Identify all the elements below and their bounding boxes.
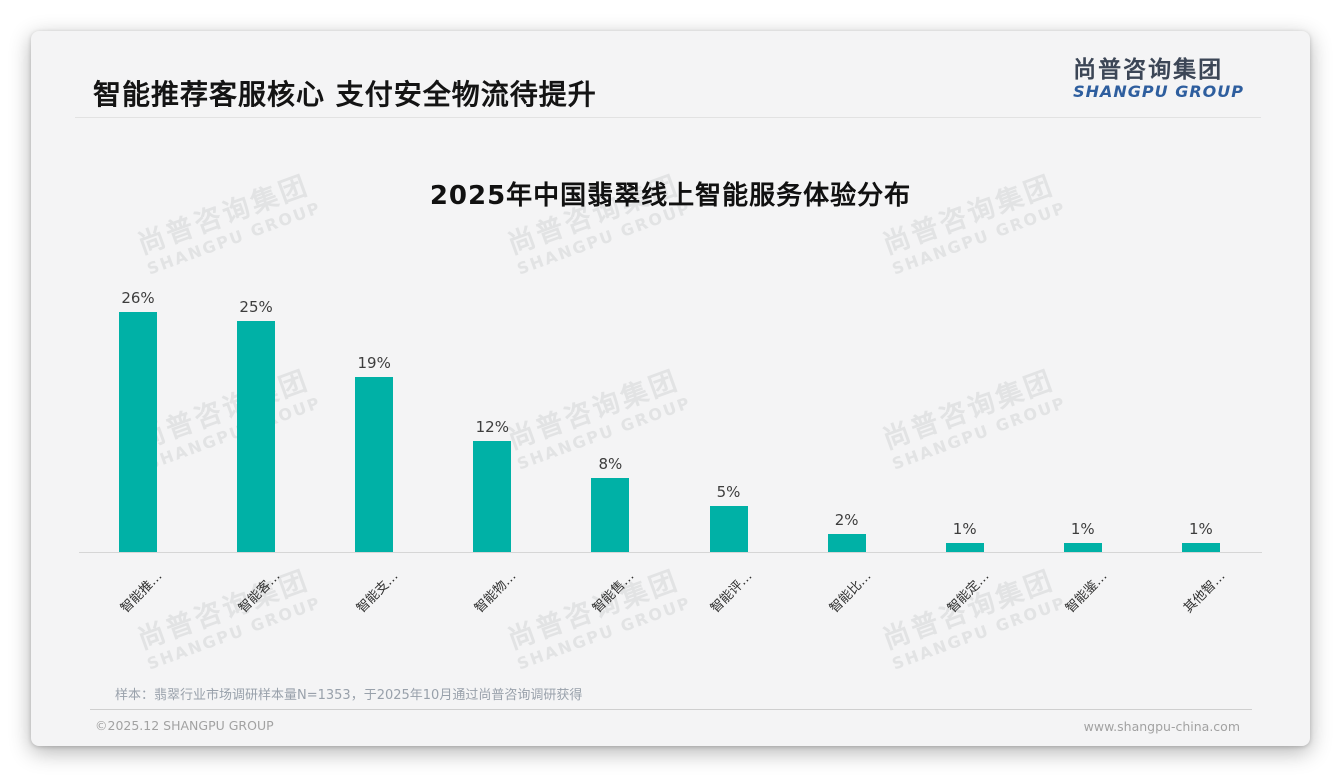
- bar-value-label: 5%: [716, 483, 741, 501]
- bar-category-label: 智能客…: [236, 568, 284, 617]
- bar-category-label: 其他智…: [1180, 568, 1229, 617]
- logo-cn-text: 尚普咨询集团: [1073, 57, 1224, 83]
- bar: [1063, 543, 1102, 552]
- bar: [1181, 543, 1220, 552]
- bar-category-label: 智能评…: [708, 568, 756, 617]
- bar-value-label: 26%: [121, 289, 155, 307]
- bar-category-label: 智能支…: [354, 568, 402, 617]
- bar-value-label: 2%: [834, 511, 859, 529]
- bar-value-label: 8%: [598, 455, 623, 473]
- bar-value-label: 25%: [239, 298, 273, 316]
- footer-divider: [90, 709, 1252, 710]
- slide-card: 尚普咨询集团 SHANGPU GROUP 尚普咨询集团 SHANGPU GROUP 尚普…: [31, 31, 1310, 746]
- bar-value-label: 19%: [357, 354, 391, 372]
- bar-value-label: 1%: [1070, 520, 1095, 538]
- bar: [355, 377, 394, 552]
- bar-category-label: 智能推…: [118, 568, 166, 617]
- bar: [473, 441, 512, 552]
- bar-category-label: 智能定…: [944, 568, 993, 617]
- content-layer: 智能推荐客服核心 支付安全物流待提升 尚普咨询集团 SHANGPU GROUP …: [31, 31, 1310, 746]
- bar-category-label: 智能比…: [826, 568, 875, 617]
- logo-en-text: SHANGPU GROUP: [1073, 82, 1244, 102]
- bar: [709, 506, 748, 552]
- bar: [591, 478, 630, 552]
- bar: [237, 321, 276, 552]
- bar-chart: 26% 智能推… 25% 智能客… 19% 智能支… 12% 智能物… 8% 智能售… 5% 智能评……: [31, 31, 1310, 746]
- footer-copyright: ©2025.12 SHANGPU GROUP: [95, 718, 274, 733]
- footer-website: www.shangpu-china.com: [1083, 719, 1240, 734]
- page-title: 智能推荐客服核心 支付安全物流待提升: [93, 78, 597, 111]
- sample-footnote: 样本：翡翠行业市场调研样本量N=1353，于2025年10月通过尚普咨询调研获得: [115, 688, 583, 703]
- bar: [945, 543, 984, 552]
- bar: [827, 534, 866, 552]
- bar-value-label: 1%: [952, 520, 977, 538]
- x-axis-line: [79, 552, 1262, 553]
- bar-category-label: 智能物…: [472, 568, 520, 617]
- bar-category-label: 智能鉴…: [1062, 568, 1111, 617]
- company-logo: 尚普咨询集团 SHANGPU GROUP: [1073, 57, 1244, 102]
- bar-category-label: 智能售…: [590, 568, 638, 617]
- title-divider: [75, 117, 1261, 118]
- bar: [119, 312, 157, 552]
- bar-value-label: 12%: [475, 418, 509, 436]
- bar-value-label: 1%: [1188, 520, 1213, 538]
- chart-title: 2025年中国翡翠线上智能服务体验分布: [429, 181, 912, 211]
